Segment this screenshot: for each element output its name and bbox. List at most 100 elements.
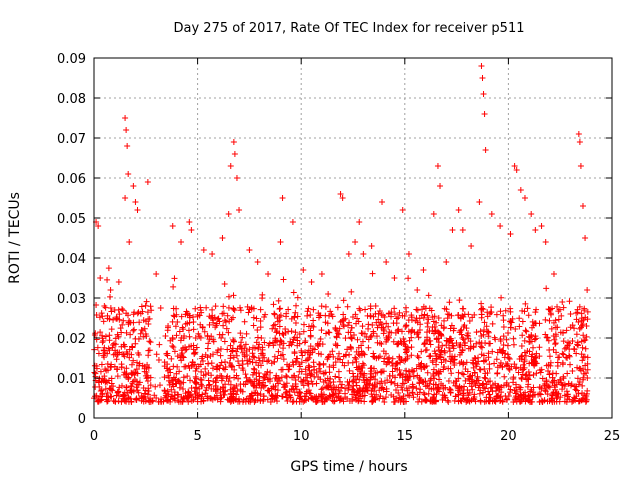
y-tick-label: 0.09 [57, 52, 86, 67]
data-point [166, 381, 173, 388]
data-point [237, 307, 244, 314]
data-point [352, 354, 359, 361]
data-point [180, 385, 187, 392]
data-point [398, 395, 405, 402]
data-point [573, 331, 580, 338]
data-point [532, 227, 539, 233]
data-point [246, 346, 253, 353]
data-point [430, 366, 437, 373]
data-point [567, 361, 574, 368]
data-point [241, 353, 248, 360]
data-point [97, 275, 104, 281]
data-point [100, 318, 107, 325]
data-point [250, 314, 257, 321]
data-point [140, 317, 147, 324]
data-point [439, 382, 446, 389]
x-tick-label: 25 [604, 429, 621, 444]
data-point [533, 370, 540, 377]
data-point [170, 305, 177, 312]
data-point [555, 316, 562, 323]
data-point [521, 349, 528, 356]
data-point [336, 356, 343, 363]
data-point [230, 354, 237, 361]
data-point [516, 356, 523, 363]
data-point [300, 267, 307, 273]
data-point [120, 317, 127, 324]
data-point [478, 311, 485, 318]
data-point [399, 386, 406, 393]
data-point [580, 376, 587, 383]
data-point [126, 239, 133, 245]
data-point [335, 374, 342, 381]
data-point [446, 311, 453, 318]
data-point [520, 361, 527, 368]
data-point [264, 368, 271, 375]
data-point [433, 361, 440, 368]
data-point [340, 311, 347, 318]
data-point [107, 287, 114, 293]
data-point [546, 384, 553, 391]
data-point [394, 327, 401, 334]
data-point [225, 329, 232, 336]
data-points [91, 63, 591, 405]
data-point [293, 398, 300, 405]
data-point [213, 363, 220, 370]
data-point [361, 392, 368, 399]
data-point [109, 344, 116, 351]
data-point [172, 397, 179, 404]
data-point [164, 327, 171, 334]
data-point [393, 386, 400, 393]
data-point [584, 308, 591, 315]
data-point [235, 375, 242, 382]
data-point [280, 276, 287, 283]
data-point [283, 372, 290, 379]
data-point [277, 312, 284, 319]
data-point [542, 331, 549, 338]
data-point [319, 392, 326, 399]
data-point [111, 307, 118, 313]
data-point [392, 374, 399, 381]
data-point [289, 219, 296, 225]
data-point [316, 340, 323, 347]
data-point [502, 307, 509, 314]
data-point [480, 91, 487, 97]
data-point [480, 331, 487, 338]
plot-frame [93, 57, 613, 419]
data-point [508, 363, 515, 370]
data-point [564, 370, 571, 377]
data-point [202, 371, 209, 378]
data-point [284, 398, 291, 405]
data-point [174, 363, 181, 370]
data-point [254, 259, 261, 265]
data-point [482, 375, 489, 382]
data-point [342, 390, 349, 397]
data-point [170, 344, 177, 351]
data-point [317, 361, 324, 368]
data-point [112, 398, 119, 405]
data-point [389, 368, 396, 375]
data-point [296, 340, 303, 347]
data-point [436, 347, 443, 354]
data-point [501, 354, 508, 361]
data-point [521, 195, 528, 201]
data-point [318, 303, 325, 310]
data-point [255, 355, 262, 362]
data-point [218, 359, 225, 366]
data-point [94, 398, 101, 405]
data-point [477, 328, 484, 335]
data-point [424, 323, 431, 330]
data-point [453, 339, 460, 346]
data-point [339, 359, 346, 366]
data-point [521, 356, 528, 363]
data-point [197, 304, 204, 311]
data-point [305, 396, 312, 403]
data-point [406, 392, 413, 399]
data-point [291, 372, 298, 379]
data-point [301, 393, 308, 400]
data-point [447, 387, 454, 394]
data-point [423, 397, 430, 404]
data-point [271, 353, 278, 360]
data-point [302, 338, 309, 345]
data-point [123, 127, 130, 133]
data-point [567, 324, 574, 331]
